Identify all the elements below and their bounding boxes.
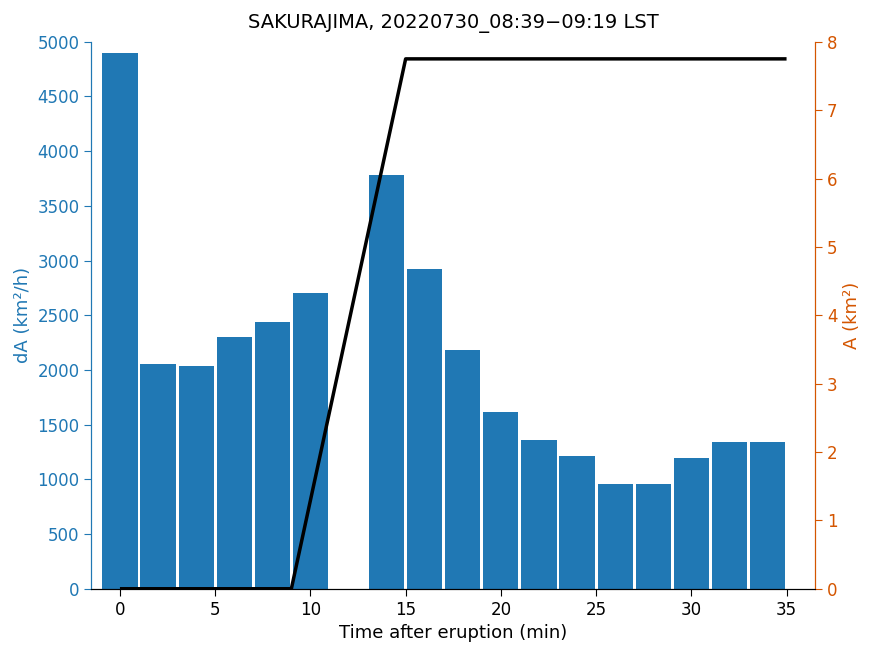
- Bar: [711, 442, 747, 588]
- Bar: [445, 350, 480, 588]
- Bar: [674, 458, 709, 588]
- Bar: [559, 457, 595, 588]
- Y-axis label: A (km²): A (km²): [844, 281, 861, 349]
- Bar: [217, 337, 252, 588]
- X-axis label: Time after eruption (min): Time after eruption (min): [340, 624, 567, 642]
- Bar: [598, 483, 633, 588]
- Bar: [102, 52, 137, 588]
- Bar: [255, 322, 290, 588]
- Bar: [140, 365, 176, 588]
- Bar: [369, 175, 404, 588]
- Bar: [635, 483, 671, 588]
- Bar: [750, 442, 785, 588]
- Bar: [293, 293, 328, 588]
- Y-axis label: dA (km²/h): dA (km²/h): [14, 267, 31, 363]
- Bar: [483, 411, 519, 588]
- Bar: [522, 440, 556, 588]
- Title: SAKURAJIMA, 20220730_08:39−09:19 LST: SAKURAJIMA, 20220730_08:39−09:19 LST: [248, 14, 659, 33]
- Bar: [407, 270, 442, 588]
- Bar: [178, 365, 214, 588]
